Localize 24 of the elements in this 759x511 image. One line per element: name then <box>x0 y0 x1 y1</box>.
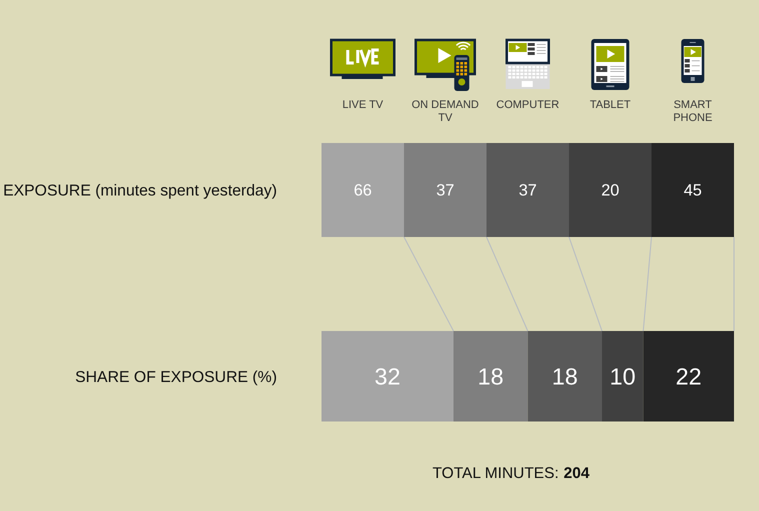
bar <box>322 331 454 422</box>
data-label: 10 <box>610 363 636 390</box>
data-label: 45 <box>684 182 702 200</box>
bar <box>528 331 602 422</box>
category-label: SMART PHONE <box>673 99 712 124</box>
text: TOTAL MINUTES: <box>432 465 559 482</box>
bar <box>643 331 734 422</box>
category-label: TABLET <box>590 99 631 111</box>
text: 204 <box>564 465 590 482</box>
data-label: 37 <box>436 182 454 200</box>
bar <box>602 331 644 422</box>
data-label: 22 <box>676 363 702 390</box>
y-tick-label: SHARE OF EXPOSURE (%) <box>75 368 277 386</box>
data-label: 37 <box>518 182 537 200</box>
category-label: ON DEMAND TV <box>412 99 479 124</box>
data-label: 32 <box>374 363 400 390</box>
data-label: 18 <box>552 363 578 390</box>
bar <box>454 331 528 422</box>
category-label: COMPUTER <box>496 99 560 111</box>
data-label: 20 <box>601 182 620 200</box>
data-label: 66 <box>354 182 372 200</box>
category-label: LIVE TV <box>342 99 384 111</box>
data-label: 18 <box>478 363 504 390</box>
category-label: EXPOSURE (minutes spent yesterday) <box>3 182 277 200</box>
